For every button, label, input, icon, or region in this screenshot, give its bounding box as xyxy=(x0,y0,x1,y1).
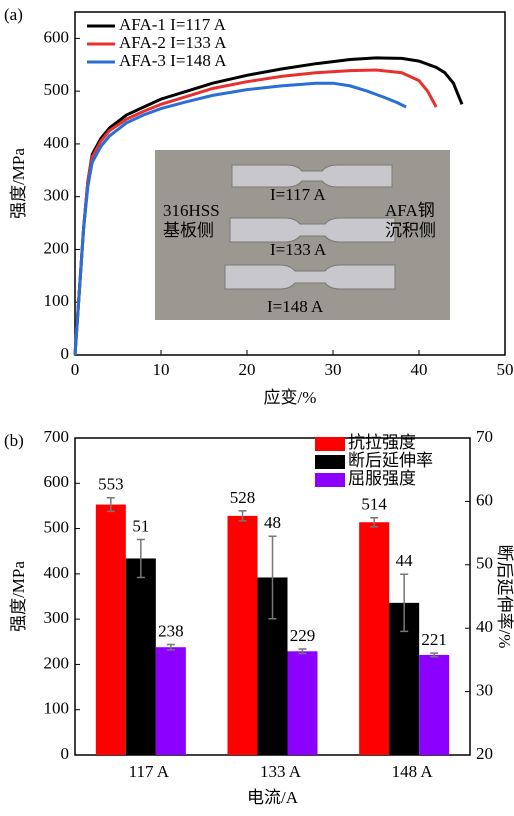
x-tick-label: 148 A xyxy=(392,762,434,781)
x-tick-label: 0 xyxy=(71,360,80,379)
legend-swatch xyxy=(315,455,345,469)
y2-axis-label: 断后延伸率/% xyxy=(495,545,514,649)
y-tick-label: 600 xyxy=(44,472,70,491)
x-tick-label: 10 xyxy=(153,360,170,379)
value-label: 553 xyxy=(98,475,124,494)
y-axis-label: 强度/MPa xyxy=(9,148,28,219)
legend-swatch xyxy=(315,473,345,487)
y-tick-label: 500 xyxy=(44,80,70,99)
legend-label: AFA-2 I=133 A xyxy=(119,33,227,52)
value-label: 238 xyxy=(158,621,184,640)
x-tick-label: 20 xyxy=(239,360,256,379)
value-label: 51 xyxy=(132,516,149,535)
x-tick-label: 133 A xyxy=(260,762,302,781)
x-tick-label: 30 xyxy=(325,360,342,379)
y-tick-label: 300 xyxy=(44,608,70,627)
y2-tick-label: 30 xyxy=(476,681,493,700)
value-label: 229 xyxy=(290,626,316,645)
inset-label: AFA钢 xyxy=(385,201,435,220)
y-tick-label: 200 xyxy=(44,238,70,257)
y-tick-label: 200 xyxy=(44,653,70,672)
bar xyxy=(359,522,389,755)
bar xyxy=(228,516,258,755)
y2-tick-label: 70 xyxy=(476,427,493,446)
y-axis-label: 强度/MPa xyxy=(9,561,28,632)
legend-label: AFA-3 I=148 A xyxy=(119,51,227,70)
value-label: 44 xyxy=(396,551,414,570)
y-tick-label: 400 xyxy=(44,133,70,152)
inset-label: I=117 A xyxy=(270,185,326,204)
y-tick-label: 500 xyxy=(44,517,70,536)
x-tick-label: 40 xyxy=(411,360,428,379)
y-tick-label: 700 xyxy=(44,427,70,446)
bar xyxy=(419,655,449,755)
panel-label: (b) xyxy=(4,431,24,450)
inset-label: 沉积侧 xyxy=(385,221,436,240)
legend-label: AFA-1 I=117 A xyxy=(119,15,227,34)
legend-label: 抗拉强度 xyxy=(348,433,416,452)
figure: 0100200300400500600(a)强度/MPa应变/%01020304… xyxy=(0,0,514,811)
x-tick-label: 50 xyxy=(497,360,514,379)
y-tick-label: 100 xyxy=(44,699,70,718)
x-tick-label: 117 A xyxy=(129,762,170,781)
bar xyxy=(156,647,186,755)
y-tick-label: 0 xyxy=(61,344,70,363)
bar xyxy=(96,505,126,755)
value-label: 528 xyxy=(230,488,256,507)
value-label: 514 xyxy=(361,495,387,514)
y2-tick-label: 50 xyxy=(476,554,493,573)
y2-tick-label: 40 xyxy=(476,617,493,636)
legend-label: 屈服强度 xyxy=(348,469,416,488)
inset-label: I=148 A xyxy=(267,297,324,316)
inset-label: 316HSS xyxy=(163,201,220,220)
inset-label: 基板侧 xyxy=(163,221,214,240)
x-axis-label: 应变/% xyxy=(264,388,317,407)
panel-label: (a) xyxy=(4,5,23,24)
legend-swatch xyxy=(315,437,345,451)
y-tick-label: 300 xyxy=(44,186,70,205)
bar xyxy=(288,651,318,755)
inset-label: I=133 A xyxy=(270,240,327,259)
y-tick-label: 400 xyxy=(44,563,70,582)
y-tick-label: 600 xyxy=(44,27,70,46)
legend-label: 断后延伸率 xyxy=(348,451,433,470)
value-label: 48 xyxy=(264,513,281,532)
bar xyxy=(126,558,156,755)
y2-tick-label: 60 xyxy=(476,490,493,509)
x-axis-label: 电流/A xyxy=(247,788,299,807)
y2-tick-label: 20 xyxy=(476,744,493,763)
value-label: 221 xyxy=(421,630,447,649)
y-tick-label: 100 xyxy=(44,291,70,310)
y-tick-label: 0 xyxy=(61,744,70,763)
